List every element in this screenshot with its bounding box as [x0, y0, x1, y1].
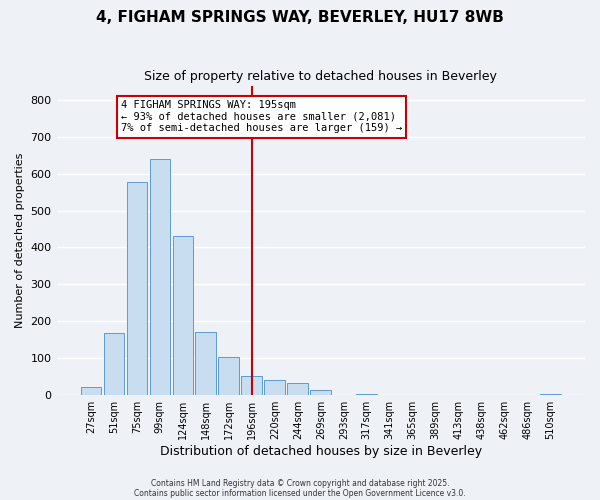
- Bar: [218, 357, 239, 395]
- Bar: [287, 382, 308, 394]
- Y-axis label: Number of detached properties: Number of detached properties: [15, 152, 25, 328]
- Text: 4, FIGHAM SPRINGS WAY, BEVERLEY, HU17 8WB: 4, FIGHAM SPRINGS WAY, BEVERLEY, HU17 8W…: [96, 10, 504, 25]
- Bar: [173, 236, 193, 394]
- X-axis label: Distribution of detached houses by size in Beverley: Distribution of detached houses by size …: [160, 444, 482, 458]
- Bar: [104, 333, 124, 394]
- Bar: [241, 376, 262, 394]
- Text: Contains HM Land Registry data © Crown copyright and database right 2025.: Contains HM Land Registry data © Crown c…: [151, 478, 449, 488]
- Text: Contains public sector information licensed under the Open Government Licence v3: Contains public sector information licen…: [134, 488, 466, 498]
- Bar: [149, 159, 170, 394]
- Text: 4 FIGHAM SPRINGS WAY: 195sqm
← 93% of detached houses are smaller (2,081)
7% of : 4 FIGHAM SPRINGS WAY: 195sqm ← 93% of de…: [121, 100, 402, 134]
- Bar: [127, 182, 147, 394]
- Bar: [196, 332, 216, 394]
- Bar: [310, 390, 331, 394]
- Bar: [265, 380, 285, 394]
- Title: Size of property relative to detached houses in Beverley: Size of property relative to detached ho…: [145, 70, 497, 83]
- Bar: [80, 388, 101, 394]
